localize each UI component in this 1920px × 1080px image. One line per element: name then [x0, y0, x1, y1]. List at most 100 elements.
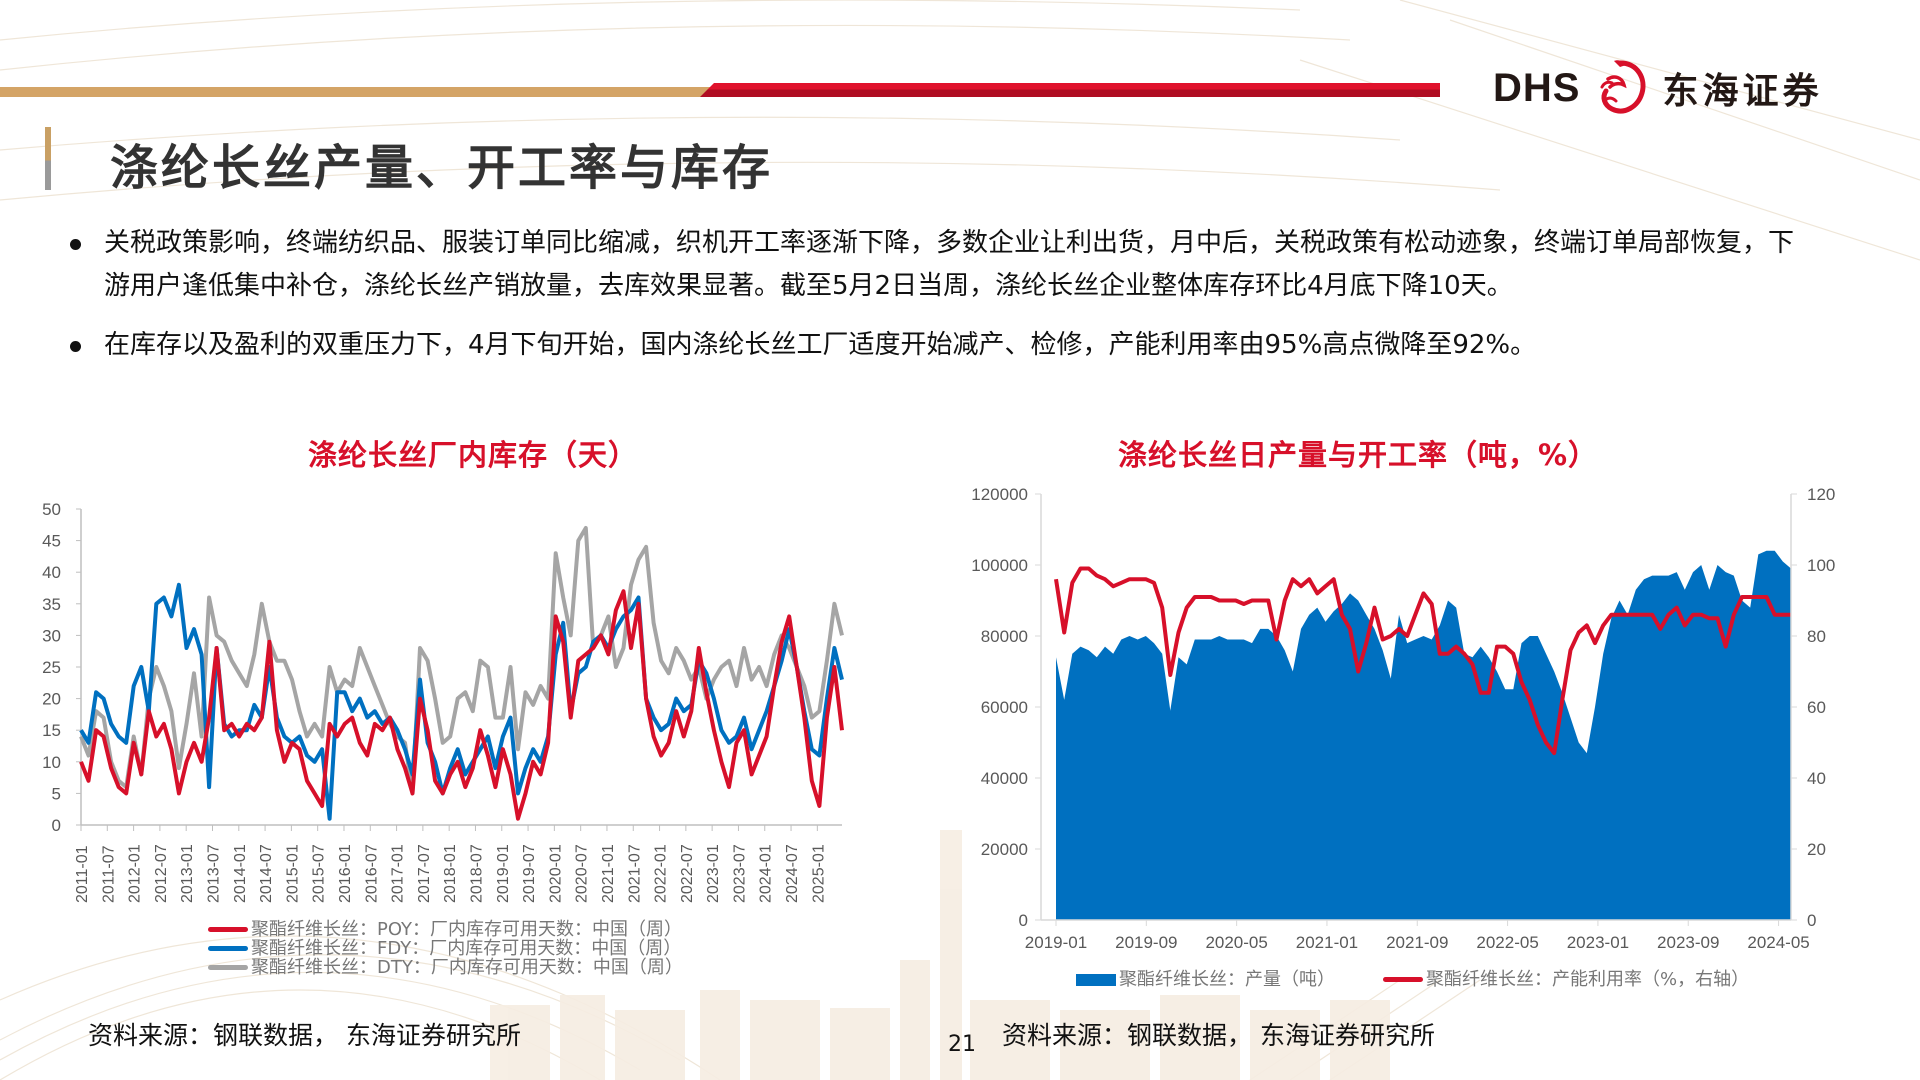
- page-title: 涤纶长丝产量、开工率与库存: [110, 140, 774, 196]
- x-tick-label: 2022-05: [1476, 933, 1538, 952]
- x-tick-label: 2023-07: [731, 844, 748, 903]
- production-rate-chart: 0 20000 40000 60000 80000 100000 120000 0 20 40 60…: [971, 485, 1835, 952]
- x-tick-label: 2018-07: [468, 844, 485, 903]
- x-tick-label: 2019-01: [495, 844, 512, 903]
- x-tick-label: 2011-07: [100, 845, 117, 903]
- x-tick-label: 2019-09: [1115, 933, 1177, 952]
- y-tick-label: 0: [1019, 911, 1028, 930]
- dragon-logo-icon: [1600, 60, 1646, 114]
- x-tick-label: 2019-01: [1025, 933, 1087, 952]
- x-tick-label: 2013-07: [205, 844, 222, 903]
- series-line: [79, 526, 844, 796]
- y-tick-label: 40000: [981, 769, 1028, 788]
- legend-label: 聚酯纤维长丝：FDY：厂内库存可用天数：中国（周）: [251, 938, 682, 959]
- brand-logo-en: DHS: [1493, 65, 1581, 110]
- legend-label: 聚酯纤维长丝：POY：厂内库存可用天数：中国（周）: [251, 919, 683, 940]
- x-tick-label: 2016-01: [337, 844, 354, 903]
- y2-tick-label: 120: [1807, 485, 1835, 504]
- x-tick-label: 2023-01: [1567, 933, 1629, 952]
- x-tick-label: 2021-01: [600, 844, 617, 903]
- x-tick-label: 2013-01: [179, 844, 196, 903]
- x-tick-label: 2024-05: [1747, 933, 1809, 952]
- x-tick-label: 2024-01: [758, 844, 775, 903]
- legend-swatch-gray: [208, 965, 248, 970]
- series-line: [79, 582, 844, 821]
- x-tick-label: 2014-07: [258, 844, 275, 903]
- left-chart-legend: 聚酯纤维长丝：POY：厂内库存可用天数：中国（周） 聚酯纤维长丝：FDY：厂内库…: [208, 920, 683, 977]
- production-area: [1056, 550, 1791, 920]
- legend-item-dty: 聚酯纤维长丝：DTY：厂内库存可用天数：中国（周）: [208, 958, 683, 977]
- left-source-note: 资料来源：钢联数据， 东海证券研究所: [88, 1021, 521, 1050]
- inventory-line-chart: 0 5 10 15 20 25 30 35 40 45 50 2011-01 2011-07 2012-0…: [42, 500, 844, 903]
- bullet-item: 关税政策影响，终端纺织品、服装订单同比缩减，织机开工率逐渐下降，多数企业让利出货…: [68, 222, 1808, 308]
- right-chart-title: 涤纶长丝日产量与开工率（吨，%）: [1118, 438, 1599, 472]
- brand-logo-cn: 东海证券: [1662, 71, 1823, 112]
- x-tick-label: 2021-01: [1296, 933, 1358, 952]
- legend-item-poy: 聚酯纤维长丝：POY：厂内库存可用天数：中国（周）: [208, 920, 683, 939]
- legend-swatch-red: [208, 927, 248, 932]
- y-tick-label: 120000: [971, 485, 1028, 504]
- right-source-note: 资料来源：钢联数据， 东海证券研究所: [1002, 1021, 1435, 1050]
- y-tick-label: 20000: [981, 840, 1028, 859]
- y-tick-label: 35: [42, 595, 61, 614]
- x-tick-label: 2019-07: [521, 844, 538, 903]
- x-tick-label: 2014-01: [232, 844, 249, 903]
- y-tick-label: 15: [42, 721, 61, 740]
- header: DHS 东海证券: [0, 0, 1920, 120]
- x-tick-label: 2020-01: [547, 844, 564, 903]
- y2-tick-label: 100: [1807, 556, 1835, 575]
- x-tick-label: 2022-07: [679, 844, 696, 903]
- y-tick-label: 0: [52, 816, 61, 835]
- y2-tick-label: 20: [1807, 840, 1826, 859]
- title-accent-bar: [45, 127, 51, 190]
- x-tick-label: 2021-09: [1386, 933, 1448, 952]
- y2-tick-label: 80: [1807, 627, 1826, 646]
- legend-item-output: 聚酯纤维长丝：产量（吨）: [1076, 970, 1335, 989]
- x-tick-label: 2021-07: [626, 844, 643, 903]
- header-red-bar: [700, 83, 1440, 97]
- bullet-item: 在库存以及盈利的双重压力下，4月下旬开始，国内涤纶长丝工厂适度开始减产、检修，产…: [68, 324, 1808, 367]
- x-tick-label: 2012-07: [153, 844, 170, 903]
- x-tick-label: 2022-01: [653, 844, 670, 903]
- x-tick-label: 2015-01: [284, 844, 301, 903]
- y-tick-label: 100000: [971, 556, 1028, 575]
- legend-item-fdy: 聚酯纤维长丝：FDY：厂内库存可用天数：中国（周）: [208, 939, 683, 958]
- header-tan-bar: [0, 87, 712, 97]
- y-tick-label: 5: [52, 784, 61, 803]
- y-tick-label: 40: [42, 563, 61, 582]
- x-tick-label: 2016-07: [363, 844, 380, 903]
- y-tick-label: 80000: [981, 627, 1028, 646]
- legend-label: 聚酯纤维长丝：产量（吨）: [1119, 969, 1335, 990]
- y2-tick-label: 0: [1807, 911, 1816, 930]
- x-tick-label: 2023-01: [705, 844, 722, 903]
- legend-swatch-blue: [208, 946, 248, 951]
- page-number: 21: [948, 1032, 976, 1057]
- legend-swatch-blue-box: [1076, 973, 1116, 986]
- y-tick-label: 60000: [981, 698, 1028, 717]
- x-tick-label: 2018-01: [442, 844, 459, 903]
- brand-logo: DHS 东海证券: [1493, 58, 1822, 118]
- x-tick-label: 2011-01: [74, 845, 91, 903]
- legend-label: 聚酯纤维长丝：产能利用率（%，右轴）: [1426, 969, 1750, 990]
- y-tick-label: 50: [42, 500, 61, 519]
- y-tick-label: 30: [42, 626, 61, 645]
- y2-tick-label: 40: [1807, 769, 1826, 788]
- x-tick-label: 2015-07: [311, 844, 328, 903]
- x-tick-label: 2025-01: [810, 844, 827, 903]
- y2-tick-label: 60: [1807, 698, 1826, 717]
- y-tick-label: 45: [42, 532, 61, 551]
- x-tick-label: 2020-05: [1205, 933, 1267, 952]
- y-tick-label: 25: [42, 658, 61, 677]
- x-tick-label: 2017-07: [416, 844, 433, 903]
- x-tick-label: 2024-07: [784, 844, 801, 903]
- bullet-list: 关税政策影响，终端纺织品、服装订单同比缩减，织机开工率逐渐下降，多数企业让利出货…: [68, 222, 1808, 383]
- x-tick-label: 2023-09: [1657, 933, 1719, 952]
- x-tick-label: 2012-01: [127, 844, 144, 903]
- left-chart-title: 涤纶长丝厂内库存（天）: [308, 438, 639, 472]
- series-line: [79, 589, 844, 821]
- legend-swatch-red: [1383, 977, 1423, 982]
- x-tick-label: 2017-01: [390, 844, 407, 903]
- legend-item-utilization: 聚酯纤维长丝：产能利用率（%，右轴）: [1383, 970, 1749, 989]
- utilization-line: [1054, 566, 1791, 756]
